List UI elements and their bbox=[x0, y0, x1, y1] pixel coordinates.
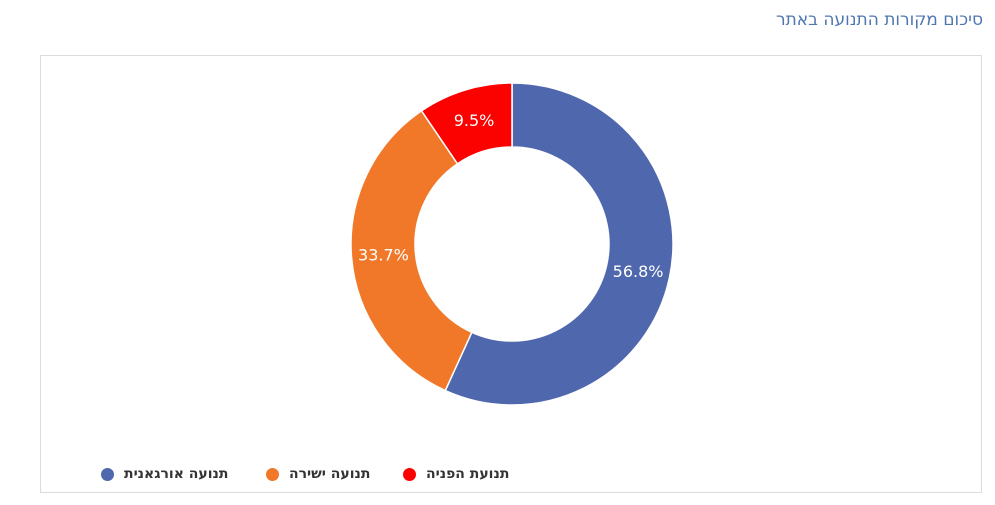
legend-item-direct[interactable]: תנועה ישירה bbox=[266, 466, 370, 482]
slice-label-organic: 56.8% bbox=[613, 262, 664, 281]
legend-marker-direct bbox=[266, 467, 279, 481]
slice-direct[interactable] bbox=[350, 109, 473, 392]
legend-label-direct: תנועה ישירה bbox=[289, 466, 371, 482]
legend-marker-organic bbox=[101, 467, 114, 481]
chart-panel: 56.8% 33.7% 9.5% תנועה אורגאנית תנועה ישיר… bbox=[40, 55, 982, 493]
slice-label-referral: 9.5% bbox=[454, 111, 495, 130]
legend-item-organic[interactable]: תנועה אורגאנית bbox=[101, 466, 228, 482]
page-title: סיכום מקורות התנועה באתר bbox=[775, 10, 983, 30]
legend-label-referral: תנועת הפניה bbox=[426, 466, 510, 482]
slice-label-direct: 33.7% bbox=[358, 245, 409, 264]
slice-organic[interactable] bbox=[444, 82, 674, 406]
legend-marker-referral bbox=[403, 467, 416, 481]
donut-chart: 56.8% 33.7% 9.5% bbox=[350, 82, 674, 406]
slice-referral[interactable] bbox=[420, 82, 513, 165]
legend-label-organic: תנועה אורגאנית bbox=[124, 466, 229, 482]
legend-item-referral[interactable]: תנועת הפניה bbox=[403, 466, 509, 482]
